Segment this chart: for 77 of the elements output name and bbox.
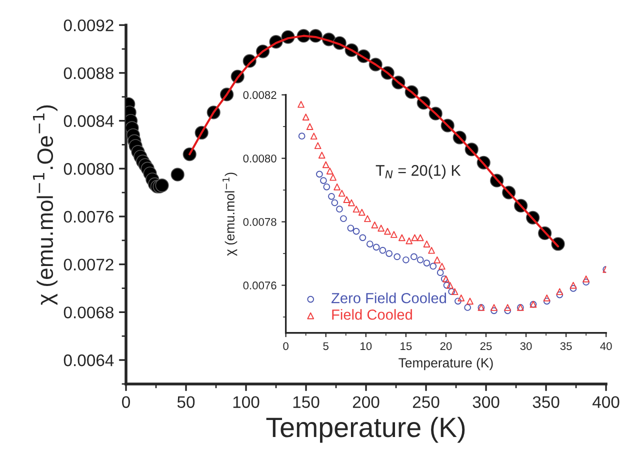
point: [466, 298, 474, 305]
point: [322, 161, 330, 168]
x-tick-label: 0: [122, 396, 130, 408]
y-tick-label: 0.0064: [64, 354, 114, 366]
point: [490, 304, 498, 311]
x-tick-label: 350: [532, 396, 560, 408]
x-tick-label: 50: [177, 396, 195, 408]
point: [438, 262, 446, 270]
legend-label: Zero Field Cooled: [331, 292, 446, 304]
x-tick-label: 25: [480, 342, 492, 350]
point: [314, 142, 322, 150]
point: [338, 190, 346, 197]
y-tick-label: 0.0076: [243, 282, 276, 290]
annotation: T$_{N}$ = 20(1) K: [376, 164, 461, 179]
x-tick-label: 30: [520, 342, 532, 350]
x-tick-label: 40: [600, 342, 612, 350]
point: [330, 174, 336, 181]
x-tick-label: 0: [283, 342, 288, 350]
x-tick-label: 20: [440, 342, 452, 350]
x-tick-label: 5: [323, 342, 328, 350]
x-tick-label: 15: [400, 342, 412, 350]
point: [298, 100, 304, 108]
point: [343, 196, 350, 204]
point: [582, 275, 590, 282]
point: [170, 168, 184, 182]
x-tick-label: 35: [560, 342, 572, 350]
point: [358, 208, 366, 216]
y-axis-title: χ (emu.mol$^{−1}$): [222, 172, 238, 256]
y-axis-title: χ (emu.mol$^{−1}$.Oe$^{−1}$): [33, 105, 58, 305]
x-tick-label: 10: [360, 342, 372, 350]
x-tick-label: 400: [592, 396, 620, 408]
point: [310, 132, 318, 140]
point: [348, 199, 355, 206]
point: [334, 183, 340, 190]
x-axis-title: Temperature (K): [266, 416, 465, 443]
y-tick-label: 0.0088: [64, 67, 114, 80]
point: [504, 304, 512, 311]
y-tick-label: 0.0082: [243, 91, 276, 99]
x-tick-label: 300: [472, 396, 500, 408]
point: [318, 152, 326, 159]
point: [398, 234, 406, 242]
point: [411, 234, 418, 242]
point: [428, 246, 435, 254]
point: [446, 282, 454, 289]
point: [378, 224, 385, 232]
point: [155, 178, 169, 192]
point: [570, 282, 577, 289]
point: [543, 294, 550, 302]
y-tick-label: 0.0072: [64, 258, 114, 271]
y-tick-label: 0.0076: [64, 210, 114, 223]
point: [326, 168, 334, 174]
point: [406, 237, 413, 244]
y-tick-label: 0.0092: [64, 19, 114, 32]
point: [352, 206, 360, 213]
point: [451, 288, 458, 296]
point: [434, 256, 441, 264]
point: [423, 240, 430, 248]
point: [371, 222, 378, 228]
point: [364, 215, 371, 222]
point: [458, 294, 465, 302]
y-tick-label: 0.0080: [64, 163, 114, 175]
y-tick-label: 0.0080: [243, 154, 276, 162]
point: [302, 114, 310, 120]
point: [306, 123, 314, 130]
x-tick-label: 100: [233, 396, 260, 408]
point: [390, 231, 398, 238]
x-tick-label: 150: [293, 396, 320, 408]
y-tick-label: 0.0068: [64, 306, 114, 318]
y-tick-label: 0.0078: [243, 218, 276, 226]
point: [384, 228, 391, 235]
legend-label: Field Cooled: [332, 309, 412, 320]
x-tick-label: 200: [352, 396, 380, 408]
point: [556, 288, 564, 296]
x-tick-label: 250: [412, 396, 440, 408]
x-axis-title: Temperature (K): [398, 358, 493, 370]
y-tick-label: 0.0084: [64, 115, 114, 127]
point: [416, 234, 424, 242]
